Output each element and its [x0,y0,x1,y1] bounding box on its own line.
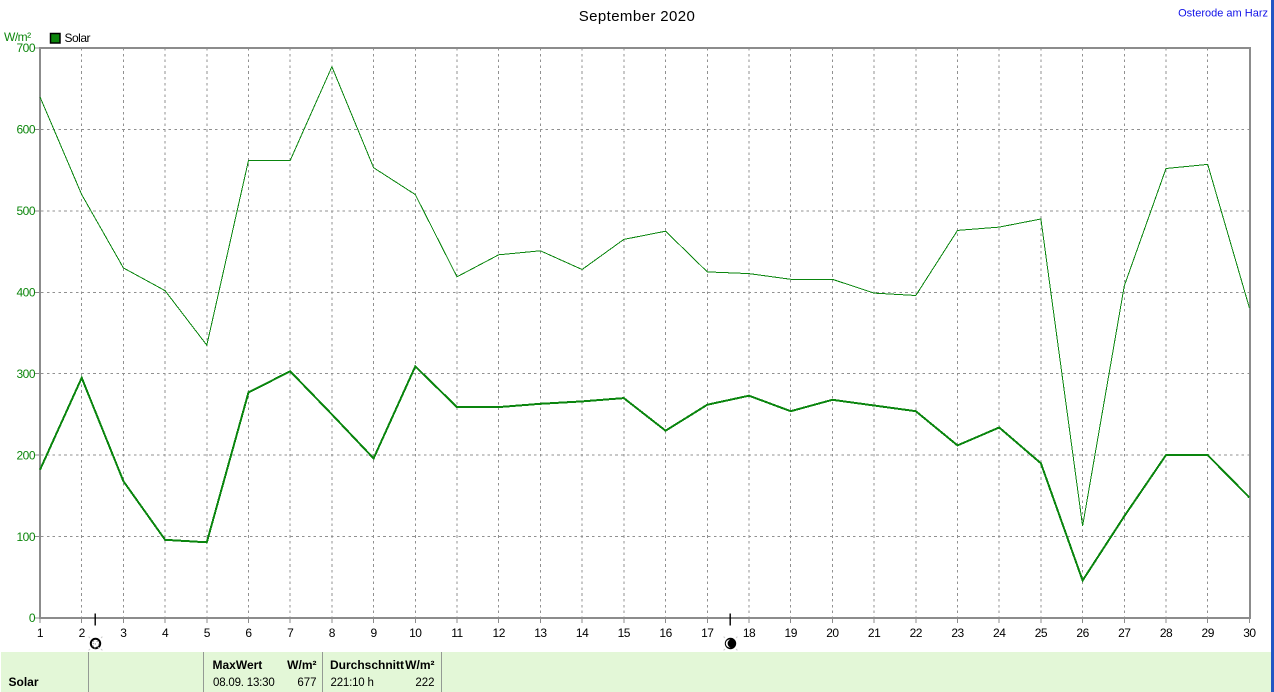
svg-text:18: 18 [743,626,756,640]
svg-text:30: 30 [1243,626,1256,640]
svg-text:08.09. 13:30: 08.09. 13:30 [213,677,275,689]
svg-text:25: 25 [1035,626,1048,640]
svg-text:400: 400 [16,286,35,300]
svg-text:Solar: Solar [65,31,91,45]
svg-text:Solar: Solar [9,675,39,689]
svg-text:29: 29 [1202,626,1215,640]
svg-text:W/m²: W/m² [287,658,316,672]
svg-text:221:10 h: 221:10 h [331,677,374,689]
svg-text:27: 27 [1118,626,1131,640]
svg-text:22: 22 [910,626,923,640]
svg-text:14: 14 [576,626,589,640]
svg-text:10: 10 [409,626,422,640]
svg-text:4: 4 [162,626,169,640]
svg-text:26: 26 [1076,626,1089,640]
svg-text:3: 3 [120,626,127,640]
svg-text:222: 222 [415,677,434,689]
svg-text:W/m²: W/m² [4,30,31,44]
svg-text:MaxWert: MaxWert [213,658,263,672]
svg-text:28: 28 [1160,626,1173,640]
svg-text:8: 8 [329,626,336,640]
svg-text:300: 300 [16,367,35,381]
svg-text:17: 17 [701,626,714,640]
svg-text:100: 100 [16,530,35,544]
svg-text:Durchschnitt: Durchschnitt [330,658,404,672]
svg-text:W/m²: W/m² [405,658,434,672]
svg-text:24: 24 [993,626,1006,640]
svg-text:7: 7 [287,626,294,640]
svg-text:12: 12 [493,626,506,640]
svg-text:13: 13 [534,626,547,640]
svg-text:2: 2 [79,626,86,640]
svg-text:677: 677 [297,677,316,689]
svg-text:23: 23 [951,626,964,640]
svg-text:200: 200 [16,448,35,462]
svg-text:5: 5 [204,626,211,640]
svg-text:11: 11 [451,626,463,640]
svg-text:19: 19 [785,626,798,640]
svg-text:600: 600 [16,123,35,137]
svg-text:20: 20 [826,626,839,640]
svg-text:September 2020: September 2020 [579,8,696,25]
svg-text:500: 500 [16,204,35,218]
svg-text:700: 700 [16,41,35,55]
svg-text:16: 16 [659,626,672,640]
svg-text:9: 9 [371,626,378,640]
svg-text:15: 15 [618,626,631,640]
svg-text:6: 6 [245,626,252,640]
svg-text:1: 1 [37,626,44,640]
svg-text:21: 21 [868,626,881,640]
svg-text:0: 0 [29,611,36,625]
svg-text:Osterode am Harz: Osterode am Harz [1178,8,1268,20]
